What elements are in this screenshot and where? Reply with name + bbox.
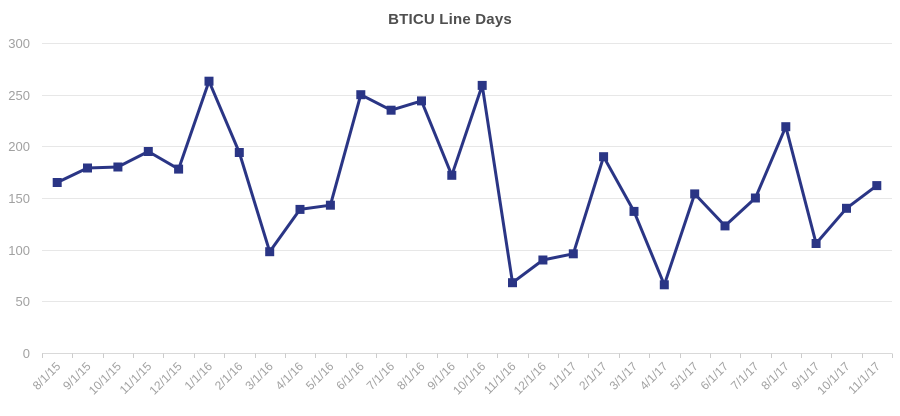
data-point[interactable] (508, 278, 517, 288)
x-axis-label: 12/1/16 (511, 359, 549, 397)
data-point[interactable] (386, 105, 396, 115)
data-point[interactable] (568, 249, 578, 259)
x-axis-label: 10/1/17 (814, 359, 852, 397)
data-point[interactable] (143, 147, 153, 156)
data-point[interactable] (234, 148, 244, 157)
x-axis-label: 10/1/16 (450, 359, 488, 397)
x-axis-label: 6/1/17 (698, 359, 732, 393)
x-axis-label: 3/1/17 (607, 359, 641, 393)
x-axis-label: 8/1/17 (758, 359, 792, 393)
data-point[interactable] (690, 189, 700, 199)
data-point[interactable] (447, 170, 457, 180)
data-point[interactable] (781, 122, 791, 132)
data-point[interactable] (538, 255, 548, 265)
data-point[interactable] (52, 178, 62, 187)
x-axis-label: 7/1/17 (728, 359, 762, 393)
data-point[interactable] (83, 163, 92, 173)
data-point[interactable] (204, 76, 214, 86)
x-axis-label: 5/1/16 (303, 359, 337, 393)
x-axis-label: 1/1/17 (546, 359, 580, 393)
x-axis-label: 1/1/16 (182, 359, 216, 393)
data-point[interactable] (720, 221, 730, 231)
data-point[interactable] (811, 239, 821, 248)
x-axis-label: 5/1/17 (667, 359, 701, 393)
x-axis-label: 2/1/17 (576, 359, 610, 393)
data-point[interactable] (842, 203, 851, 213)
y-axis-label: 0 (23, 346, 30, 361)
y-axis-label: 100 (8, 243, 30, 258)
x-axis-label: 4/1/17 (637, 359, 671, 393)
data-point[interactable] (599, 152, 609, 162)
x-axis-label: 3/1/16 (242, 359, 276, 393)
data-point[interactable] (174, 164, 184, 174)
data-point[interactable] (417, 96, 426, 106)
series-line (55, 79, 879, 287)
data-point[interactable] (356, 90, 366, 100)
y-axis-label: 250 (8, 88, 30, 103)
x-axis-label: 4/1/16 (273, 359, 307, 393)
data-point[interactable] (872, 181, 882, 191)
x-axis-label: 10/1/15 (86, 359, 124, 397)
data-point[interactable] (750, 193, 760, 203)
y-axis-label: 150 (8, 191, 30, 206)
data-point[interactable] (265, 247, 275, 257)
y-axis-label: 200 (8, 139, 30, 154)
x-axis-label: 12/1/15 (147, 359, 185, 397)
data-point[interactable] (295, 204, 305, 214)
x-axis-label: 7/1/16 (364, 359, 398, 393)
y-axis-label: 300 (8, 36, 30, 51)
data-point[interactable] (659, 280, 669, 290)
data-point[interactable] (477, 80, 487, 90)
data-point[interactable] (629, 206, 639, 216)
data-point[interactable] (325, 200, 335, 210)
x-axis-label: 6/1/16 (333, 359, 367, 393)
x-axis-label: 11/1/17 (845, 359, 883, 397)
chart-title: BTICU Line Days (388, 11, 512, 28)
x-axis-label: 8/1/15 (30, 359, 64, 393)
y-axis-label: 50 (16, 294, 30, 309)
data-point[interactable] (113, 162, 123, 172)
x-axis-label: 2/1/16 (212, 359, 246, 393)
x-axis-label: 8/1/16 (394, 359, 428, 393)
